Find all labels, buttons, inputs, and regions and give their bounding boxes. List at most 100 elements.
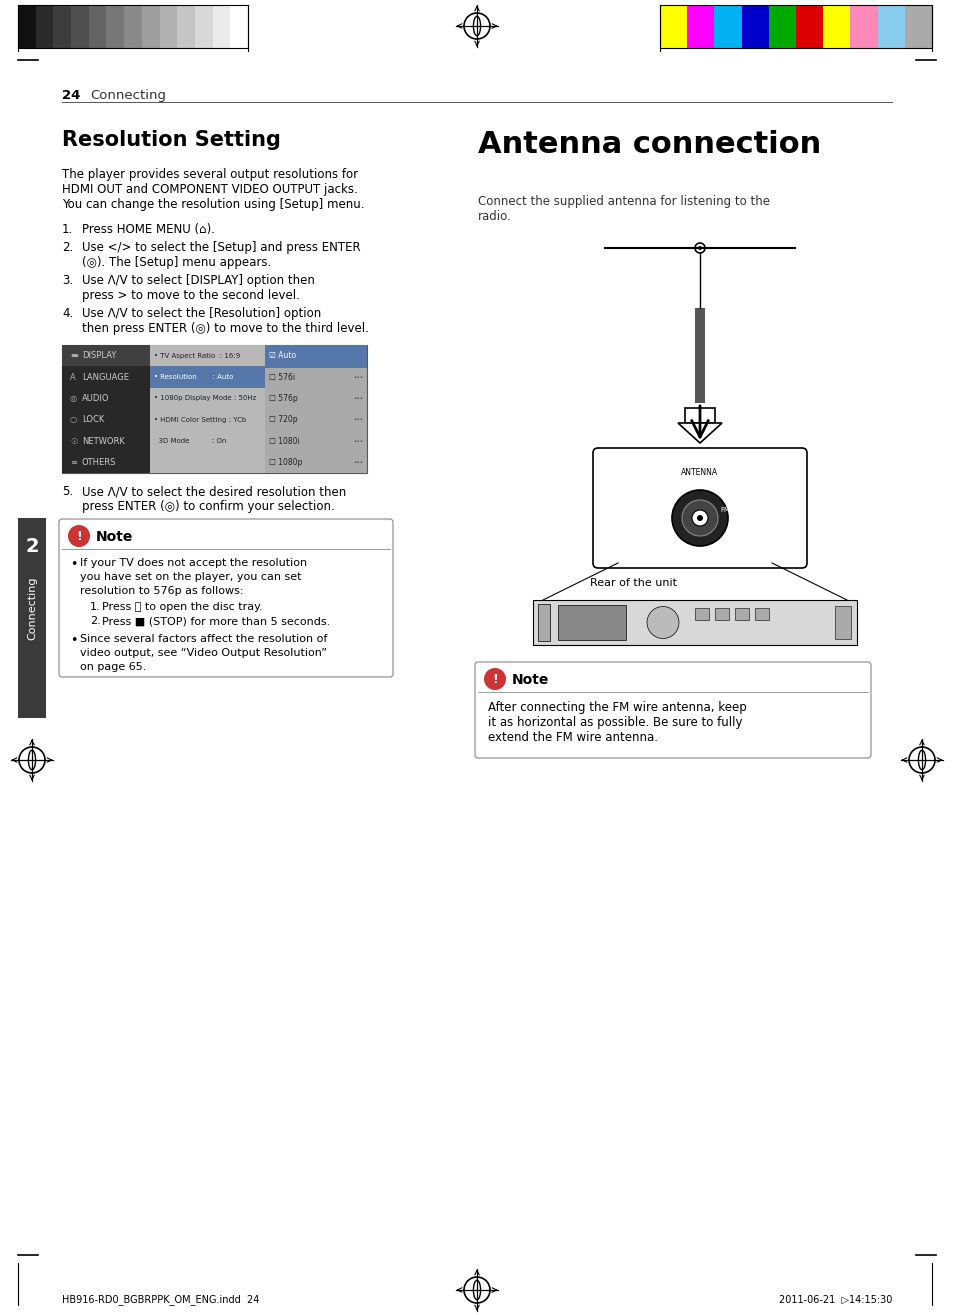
Text: Press ⏫ to open the disc tray.: Press ⏫ to open the disc tray.	[102, 602, 262, 611]
Text: !: !	[492, 672, 497, 685]
Text: ☑ Auto: ☑ Auto	[269, 351, 295, 360]
Bar	[734, 608, 748, 619]
Bar	[230, 5, 248, 49]
Bar	[834, 606, 850, 639]
Text: ☐ 576p: ☐ 576p	[269, 393, 297, 402]
Text: ○: ○	[70, 416, 77, 425]
Text: Note: Note	[96, 530, 133, 544]
Text: 2.: 2.	[62, 241, 73, 254]
Circle shape	[671, 490, 727, 546]
Bar	[18, 5, 35, 49]
Text: •••: •••	[353, 460, 363, 464]
Circle shape	[697, 515, 702, 521]
Bar	[537, 604, 550, 640]
Text: ▬: ▬	[70, 351, 78, 360]
Text: 2: 2	[25, 537, 39, 555]
Text: OTHERS: OTHERS	[82, 458, 116, 467]
Text: ≡: ≡	[70, 458, 77, 467]
Bar	[124, 5, 142, 49]
Text: extend the FM wire antenna.: extend the FM wire antenna.	[488, 731, 658, 744]
Bar	[695, 308, 704, 402]
Text: Use Λ/V to select the desired resolution then: Use Λ/V to select the desired resolution…	[82, 485, 346, 498]
Bar	[877, 5, 903, 49]
Text: AUDIO: AUDIO	[82, 393, 110, 402]
Bar	[849, 5, 877, 49]
Text: ☐ 1080p: ☐ 1080p	[269, 458, 302, 467]
Text: •: •	[70, 558, 77, 571]
Bar	[533, 600, 856, 644]
Text: 24: 24	[62, 89, 80, 103]
Text: FM: FM	[720, 508, 729, 513]
Text: •••: •••	[353, 438, 363, 443]
Text: ◎: ◎	[70, 393, 77, 402]
Bar	[142, 5, 159, 49]
Text: The player provides several output resolutions for: The player provides several output resol…	[62, 168, 357, 181]
Text: Since several factors affect the resolution of: Since several factors affect the resolut…	[80, 634, 327, 644]
Bar	[150, 345, 265, 473]
Circle shape	[681, 500, 718, 537]
Text: Connecting: Connecting	[27, 576, 37, 640]
FancyBboxPatch shape	[593, 448, 806, 568]
Text: •••: •••	[353, 417, 363, 422]
Text: ☐ 1080i: ☐ 1080i	[269, 437, 299, 446]
Text: After connecting the FM wire antenna, keep: After connecting the FM wire antenna, ke…	[488, 701, 746, 714]
Text: Use Λ/V to select [DISPLAY] option then: Use Λ/V to select [DISPLAY] option then	[82, 274, 314, 287]
Text: You can change the resolution using [Setup] menu.: You can change the resolution using [Set…	[62, 199, 364, 210]
Text: HB916-RD0_BGBRPPK_OM_ENG.indd  24: HB916-RD0_BGBRPPK_OM_ENG.indd 24	[62, 1294, 259, 1304]
Text: ☉: ☉	[70, 437, 77, 446]
Text: Use Λ/V to select the [Resolution] option: Use Λ/V to select the [Resolution] optio…	[82, 306, 321, 320]
Text: Antenna connection: Antenna connection	[477, 130, 821, 159]
Text: NETWORK: NETWORK	[82, 437, 125, 446]
Bar	[740, 5, 768, 49]
Text: 5.: 5.	[62, 485, 73, 498]
Text: ☐ 720p: ☐ 720p	[269, 416, 297, 425]
Text: •: •	[70, 634, 77, 647]
Bar	[754, 608, 768, 619]
Bar	[558, 605, 625, 640]
Text: 2.: 2.	[90, 615, 101, 626]
Text: DISPLAY: DISPLAY	[82, 351, 116, 360]
Circle shape	[483, 668, 505, 690]
Text: you have set on the player, you can set: you have set on the player, you can set	[80, 572, 301, 583]
Text: ANTENNA: ANTENNA	[680, 468, 718, 477]
Bar	[18, 518, 46, 718]
Text: then press ENTER (◎) to move to the third level.: then press ENTER (◎) to move to the thir…	[82, 322, 369, 335]
Circle shape	[691, 510, 707, 526]
Bar	[53, 5, 71, 49]
Bar	[62, 345, 150, 473]
Polygon shape	[678, 423, 721, 443]
Text: •••: •••	[353, 396, 363, 401]
Text: !: !	[76, 530, 82, 543]
Bar	[150, 367, 265, 388]
Bar	[194, 5, 213, 49]
Text: video output, see “Video Output Resolution”: video output, see “Video Output Resoluti…	[80, 648, 327, 658]
Bar	[659, 5, 686, 49]
Bar	[159, 5, 177, 49]
Text: Note: Note	[512, 673, 549, 686]
FancyBboxPatch shape	[475, 661, 870, 757]
Text: Resolution Setting: Resolution Setting	[62, 130, 280, 150]
Bar	[89, 5, 107, 49]
Text: HDMI OUT and COMPONENT VIDEO OUTPUT jacks.: HDMI OUT and COMPONENT VIDEO OUTPUT jack…	[62, 183, 357, 196]
Bar	[71, 5, 89, 49]
Text: press ENTER (◎) to confirm your selection.: press ENTER (◎) to confirm your selectio…	[82, 500, 335, 513]
Text: it as horizontal as possible. Be sure to fully: it as horizontal as possible. Be sure to…	[488, 715, 741, 729]
FancyBboxPatch shape	[59, 519, 393, 677]
Circle shape	[698, 246, 701, 250]
Text: LANGUAGE: LANGUAGE	[82, 372, 129, 381]
Text: on page 65.: on page 65.	[80, 661, 146, 672]
Text: LOCK: LOCK	[82, 416, 104, 425]
Text: • TV Aspect Ratio  : 16:9: • TV Aspect Ratio : 16:9	[153, 352, 240, 359]
Text: A: A	[70, 372, 75, 381]
Circle shape	[646, 606, 679, 639]
Text: •••: •••	[353, 375, 363, 380]
Bar	[265, 345, 367, 368]
Text: Press HOME MENU (⌂).: Press HOME MENU (⌂).	[82, 224, 214, 235]
Text: Use </> to select the [Setup] and press ENTER: Use </> to select the [Setup] and press …	[82, 241, 360, 254]
Text: 3D Mode          : On: 3D Mode : On	[153, 438, 226, 444]
Text: 1.: 1.	[62, 224, 73, 235]
Text: Rear of the unit: Rear of the unit	[589, 579, 677, 588]
Bar	[107, 5, 124, 49]
Text: (◎). The [Setup] menu appears.: (◎). The [Setup] menu appears.	[82, 256, 271, 270]
Bar	[768, 5, 795, 49]
